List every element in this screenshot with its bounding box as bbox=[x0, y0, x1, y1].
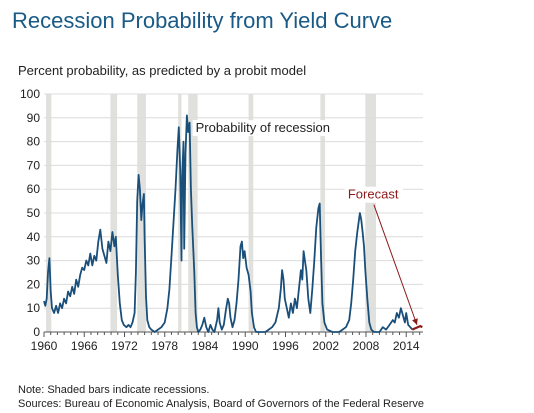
series bbox=[43, 114, 423, 333]
forecast-arrowhead bbox=[412, 318, 418, 325]
y-tick-label: 70 bbox=[27, 158, 41, 172]
y-tick-label: 100 bbox=[20, 87, 40, 101]
label-background bbox=[192, 120, 335, 137]
x-tick-label: 2008 bbox=[353, 339, 380, 353]
annotations: Probability of recession Forecast bbox=[192, 120, 418, 326]
y-axis-label: Percent probability, as predicted by a p… bbox=[18, 63, 307, 78]
y-tick-label: 0 bbox=[33, 325, 40, 339]
y-tick-label: 90 bbox=[27, 111, 41, 125]
forecast-arrow bbox=[373, 204, 418, 326]
x-tick-label: 1960 bbox=[31, 339, 58, 353]
footnote: Note: Shaded bars indicate recessions. bbox=[18, 384, 210, 396]
forecast-line bbox=[411, 324, 423, 331]
x-tick-label: 1966 bbox=[71, 339, 98, 353]
x-tick-label: 1978 bbox=[151, 339, 178, 353]
y-tick-label: 60 bbox=[27, 182, 41, 196]
probability-line bbox=[43, 114, 413, 333]
series-label: Probability of recession bbox=[196, 120, 330, 135]
x-tick-label: 1990 bbox=[232, 339, 259, 353]
x-tick-label: 1972 bbox=[111, 339, 138, 353]
x-tick-label: 1996 bbox=[272, 339, 299, 353]
y-tick-label: 20 bbox=[27, 277, 41, 291]
x-tick-label: 2002 bbox=[312, 339, 339, 353]
forecast-label: Forecast bbox=[348, 187, 399, 202]
axes: 0 10 20 30 40 50 60 70 80 90 100 1960 1966 1972 1978 19… bbox=[20, 87, 423, 353]
sources-note: Sources: Bureau of Economic Analysis, Bo… bbox=[18, 398, 424, 410]
label-background bbox=[344, 186, 403, 203]
y-tick-label: 10 bbox=[27, 301, 41, 315]
y-tick-label: 80 bbox=[27, 135, 41, 149]
y-tick-label: 50 bbox=[27, 206, 41, 220]
x-tick-label: 2014 bbox=[393, 339, 420, 353]
y-tick-label: 30 bbox=[27, 254, 41, 268]
chart-title: Recession Probability from Yield Curve bbox=[12, 8, 393, 33]
x-tick-label: 1984 bbox=[192, 339, 219, 353]
y-tick-label: 40 bbox=[27, 230, 41, 244]
